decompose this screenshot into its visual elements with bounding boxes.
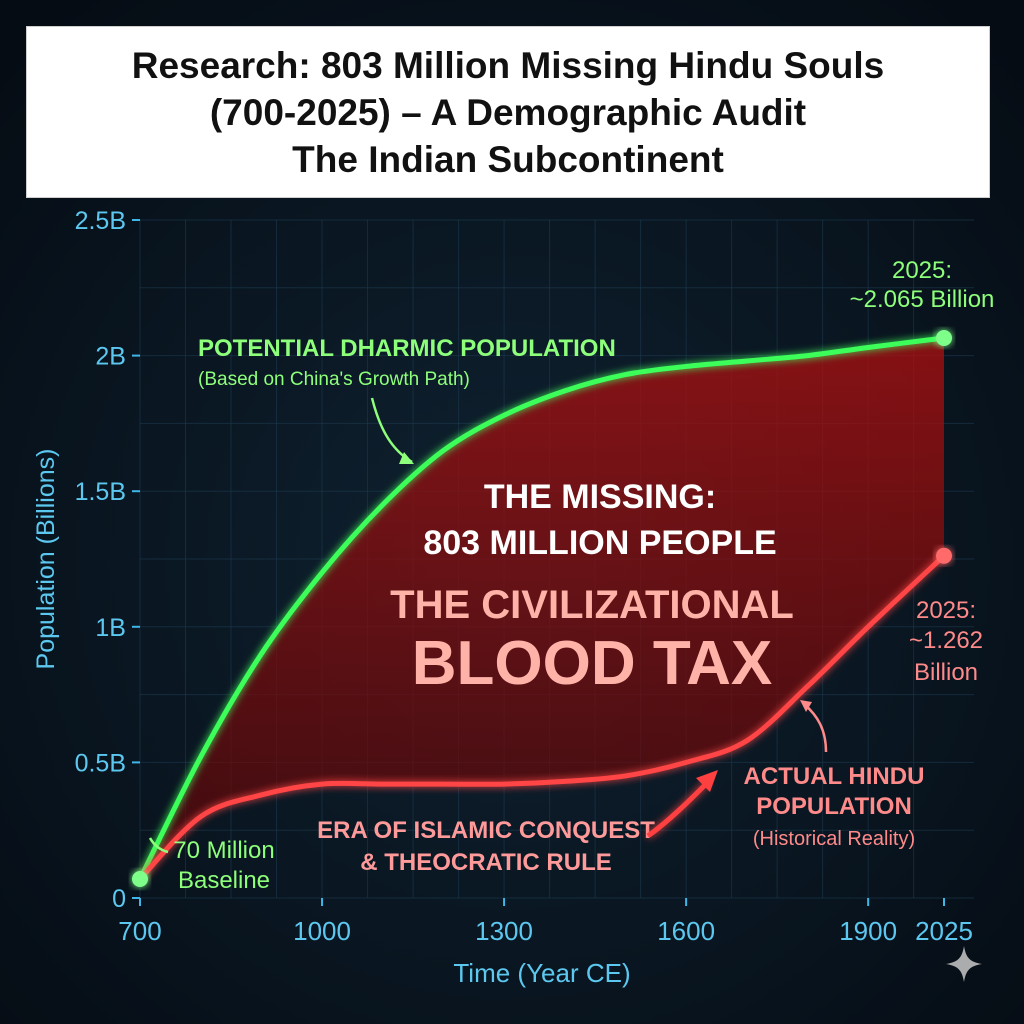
y-axis-label: Population (Billions) [32, 449, 60, 670]
green-end-label-year: 2025: [892, 257, 952, 284]
era-arrowhead [696, 770, 718, 792]
red-end-label-value: ~1.262 [909, 627, 983, 654]
red-end-label-year: 2025: [916, 597, 976, 624]
actual-label-2: POPULATION [756, 793, 912, 820]
green-end-label-value: ~2.065 Billion [850, 286, 995, 313]
potential-arrow [370, 397, 413, 464]
actual-end-point [936, 547, 952, 564]
sparkle-icon [946, 946, 982, 982]
baseline-point [132, 871, 148, 888]
actual-population-line [138, 553, 946, 881]
baseline-arrow [148, 837, 169, 854]
era-arrow [646, 780, 710, 839]
potential-sub-label: (Based on China's Growth Path) [198, 369, 470, 390]
y-tick-label: 2.5B [75, 207, 126, 235]
y-tick-label: 0.5B [75, 749, 126, 777]
blood-tax-label-1: THE CIVILIZATIONAL [390, 583, 794, 627]
title-line-3: The Indian Subcontinent [292, 138, 724, 180]
missing-label-1: THE MISSING: [484, 478, 716, 516]
title-line-2: (700-2025) – A Demographic Audit [209, 91, 807, 133]
potential-arrowhead [399, 452, 414, 464]
x-tick-label: 700 [118, 916, 161, 946]
actual-arrowhead [800, 700, 812, 712]
x-tick-label: 2025 [915, 916, 973, 946]
potential-end-point [936, 329, 952, 346]
actual-label-1: ACTUAL HINDU [744, 763, 925, 790]
y-tick-label: 2B [95, 343, 126, 371]
era-label-2: & THEOCRATIC RULE [360, 849, 612, 876]
y-tick-label: 1B [95, 614, 126, 642]
x-tick-label: 1600 [657, 916, 715, 946]
x-tick-label: 1900 [839, 916, 897, 946]
baseline-label-2: Baseline [178, 867, 270, 894]
potential-title-label: POTENTIAL DHARMIC POPULATION [198, 335, 616, 362]
title-line-1: Research: 803 Million Missing Hindu Soul… [131, 44, 885, 86]
baseline-label-1: 70 Million [173, 837, 274, 864]
y-tick-label: 1.5B [75, 478, 126, 506]
blood-tax-label-2: BLOOD TAX [412, 629, 773, 698]
missing-population-area [140, 337, 944, 880]
era-label-1: ERA OF ISLAMIC CONQUEST [317, 817, 655, 844]
title-box: Research: 803 Million Missing Hindu Soul… [26, 26, 990, 198]
red-end-label-unit: Billion [914, 659, 978, 686]
x-tick-label: 1300 [475, 916, 533, 946]
y-tick-label: 0 [112, 885, 126, 913]
missing-label-2: 803 MILLION PEOPLE [423, 524, 776, 562]
potential-population-line [137, 335, 945, 881]
x-tick-label: 1000 [293, 916, 351, 946]
actual-label-3: (Historical Reality) [753, 828, 915, 850]
x-axis-label: Time (Year CE) [453, 958, 630, 988]
